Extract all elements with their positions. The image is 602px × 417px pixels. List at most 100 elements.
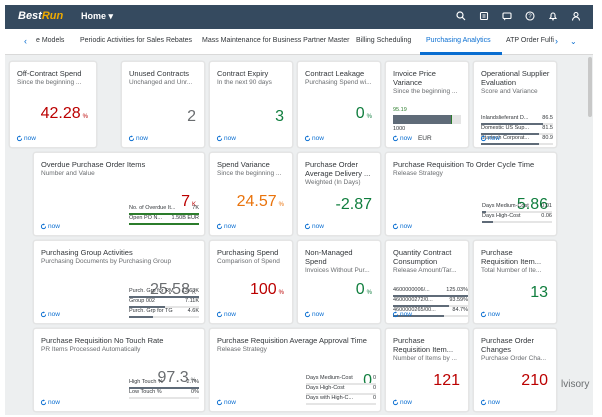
- refresh-icon: [216, 223, 223, 230]
- comparison-row: Days High-Cost 0.06: [482, 213, 552, 223]
- tile-title: Contract Leakage: [305, 69, 365, 78]
- tile-purchasing-group-activities[interactable]: Purchasing Group Activities Purchasing Do…: [33, 240, 205, 324]
- tile-overdue-purchase-order-items[interactable]: Overdue Purchase Order Items Number and V…: [33, 152, 205, 236]
- tile-contract-leakage[interactable]: Contract Leakage Purchasing Spend wi... 0%…: [297, 61, 381, 148]
- refresh-icon: [128, 135, 135, 142]
- tile-purchase-requisition-items-2[interactable]: Purchase Requisition Item... Number of It…: [385, 328, 469, 412]
- kpi-number: 2: [187, 108, 196, 125]
- refresh-icon: [304, 311, 311, 318]
- refresh-status: now: [304, 311, 324, 318]
- tile-quantity-contract-consumption[interactable]: Quantity Contract Consumption Release Amo…: [385, 240, 469, 324]
- row-value: 0: [372, 395, 376, 401]
- gauge-track: [393, 115, 461, 124]
- home-menu[interactable]: Home ▾: [81, 11, 114, 21]
- refresh-label: now: [488, 311, 500, 318]
- tile-subtitle: Purchasing Spend wi...: [305, 79, 372, 86]
- gauge-min: 1000: [393, 126, 406, 132]
- kpi-unit: K: [191, 290, 196, 296]
- refresh-status: now: [216, 311, 236, 318]
- comparison-row: Domestic US Sup... 81.5: [481, 125, 553, 135]
- tile-invoice-price-variance[interactable]: Invoice Price Variance Since the beginnin…: [385, 61, 469, 148]
- tile-contract-expiry[interactable]: Contract Expiry In the next 90 days 3 now: [209, 61, 293, 148]
- chevron-right-icon[interactable]: ›: [555, 36, 558, 46]
- history-icon[interactable]: [477, 9, 491, 23]
- refresh-label: now: [400, 399, 412, 406]
- help-icon[interactable]: ?: [523, 9, 537, 23]
- comparison-list: No. of Overdue It... 7K Open PO N... 1.50B …: [129, 205, 199, 225]
- tile-spend-variance[interactable]: Spend Variance Since the beginning ... 24.…: [209, 152, 293, 236]
- refresh-icon: [480, 135, 487, 142]
- comparison-row: Open PO N... 1.50B EUR: [129, 215, 199, 225]
- row-value: 2.7%: [186, 379, 199, 385]
- tile-subtitle: PR Items Processed Automatically: [41, 346, 141, 353]
- tab-mass-maintenance[interactable]: Mass Maintenance for Business Partner Ma…: [202, 37, 350, 44]
- tile-subtitle: Score and Variance: [481, 88, 538, 95]
- refresh-label: now: [312, 311, 324, 318]
- user-icon[interactable]: [569, 9, 583, 23]
- tile-purchase-requisition-items-1[interactable]: Purchase Requisition Item... Total Number…: [473, 240, 557, 324]
- row-label: 4600000006/...: [393, 287, 430, 293]
- row-bar-track: [482, 211, 552, 213]
- refresh-status: now EUR: [392, 135, 432, 142]
- kpi-number: 0: [355, 105, 365, 122]
- row-bar: [393, 305, 450, 307]
- kpi-value: 121: [433, 372, 460, 390]
- kpi-number: 0: [355, 281, 365, 298]
- tile-title: Purchasing Spend: [217, 248, 279, 257]
- tile-purchasing-spend[interactable]: Purchasing Spend Comparison of Spend 100% n…: [209, 240, 293, 324]
- tile-non-managed-spend[interactable]: Non-Managed Spend Invoices Without Pur...…: [297, 240, 381, 324]
- refresh-status: now: [40, 223, 60, 230]
- tile-pr-average-approval-time[interactable]: Purchase Requisition Average Approval Ti…: [209, 328, 381, 412]
- kpi-unit: %: [366, 290, 372, 296]
- tile-subtitle: Total Number of Ite...: [481, 267, 542, 274]
- row-bar: [129, 387, 199, 389]
- tile-title: Purchase Order Average Delivery ...: [305, 160, 371, 178]
- refresh-icon: [480, 311, 487, 318]
- tab-periodic-activities[interactable]: Periodic Activities for Sales Rebates: [80, 37, 193, 44]
- refresh-label: now: [136, 135, 148, 142]
- chevron-left-icon[interactable]: ‹: [24, 36, 27, 46]
- gauge-fill: [393, 115, 451, 124]
- refresh-label: now: [400, 223, 412, 230]
- tile-subtitle: Purchase Order Cha...: [481, 355, 547, 362]
- kpi-number: 97.3: [157, 369, 189, 386]
- refresh-status: now: [304, 223, 324, 230]
- bullet-gauge: 95.19 1000: [393, 107, 461, 132]
- tab-purchasing-analytics[interactable]: Purchasing Analytics: [426, 37, 491, 44]
- tile-subtitle: Since the beginning ...: [393, 88, 458, 95]
- tile-title: Purchase Order Changes: [481, 336, 534, 354]
- row-label: Low Touch %: [129, 389, 162, 395]
- row-bar-track: [306, 403, 376, 405]
- tile-operational-supplier-evaluation[interactable]: Operational Supplier Evaluation Score and…: [473, 61, 557, 148]
- tile-purchase-order-average-delivery[interactable]: Purchase Order Average Delivery ... Weigh…: [297, 152, 381, 236]
- refresh-icon: [16, 135, 23, 142]
- row-label: Startech Corporat...: [481, 135, 529, 141]
- refresh-icon: [392, 135, 399, 142]
- kpi-value: 0%: [356, 281, 372, 302]
- refresh-label: now: [488, 135, 500, 142]
- tile-off-contract-spend[interactable]: Off-Contract Spend Since the beginning ..…: [9, 61, 97, 148]
- row-label: No. of Overdue It...: [129, 205, 176, 211]
- row-bar-track: [482, 221, 552, 223]
- notification-icon[interactable]: [500, 9, 514, 23]
- tab-billing-scheduling[interactable]: Billing Scheduling: [356, 37, 412, 44]
- tile-subtitle: Number and Value: [41, 170, 95, 177]
- row-bar: [393, 315, 444, 317]
- chevron-down-icon[interactable]: ⌄: [570, 37, 577, 46]
- tile-subtitle: Unchanged and Unr...: [129, 79, 193, 86]
- tile-pr-no-touch-rate[interactable]: Purchase Requisition No Touch Rate PR Ite…: [33, 328, 205, 412]
- tab-models[interactable]: e Models: [36, 37, 65, 44]
- search-icon[interactable]: [454, 9, 468, 23]
- tile-purchase-order-changes[interactable]: Purchase Order Changes Purchase Order Cha…: [473, 328, 557, 412]
- bell-icon[interactable]: [546, 9, 560, 23]
- vertical-scrollbar[interactable]: [588, 57, 592, 117]
- tile-unused-contracts[interactable]: Unused Contracts Unchanged and Unr... 2 now: [121, 61, 205, 148]
- tile-pr-to-order-cycle-time[interactable]: Purchase Requisition To Order Cycle Time…: [385, 152, 557, 236]
- kpi-value: 210: [521, 372, 548, 390]
- bestrun-logo[interactable]: BestRun: [18, 10, 64, 22]
- kpi-number: -2.87: [335, 196, 372, 213]
- refresh-label: now: [312, 135, 324, 142]
- refresh-label: now: [312, 223, 324, 230]
- tab-atp-order-fulfillment[interactable]: ATP Order Fulfi: [506, 37, 554, 44]
